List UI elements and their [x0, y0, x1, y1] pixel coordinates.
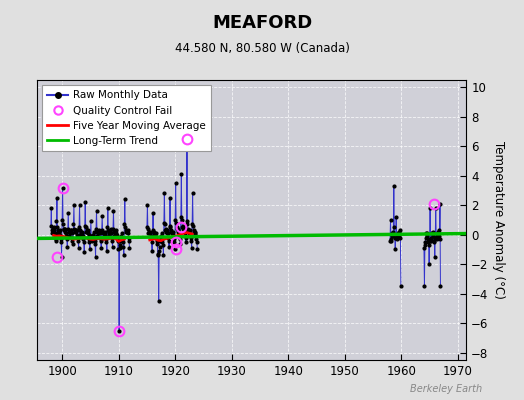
Legend: Raw Monthly Data, Quality Control Fail, Five Year Moving Average, Long-Term Tren: Raw Monthly Data, Quality Control Fail, …	[42, 85, 211, 151]
Text: Berkeley Earth: Berkeley Earth	[410, 384, 482, 394]
Y-axis label: Temperature Anomaly (°C): Temperature Anomaly (°C)	[492, 141, 505, 299]
Text: 44.580 N, 80.580 W (Canada): 44.580 N, 80.580 W (Canada)	[174, 42, 350, 55]
Text: MEAFORD: MEAFORD	[212, 14, 312, 32]
